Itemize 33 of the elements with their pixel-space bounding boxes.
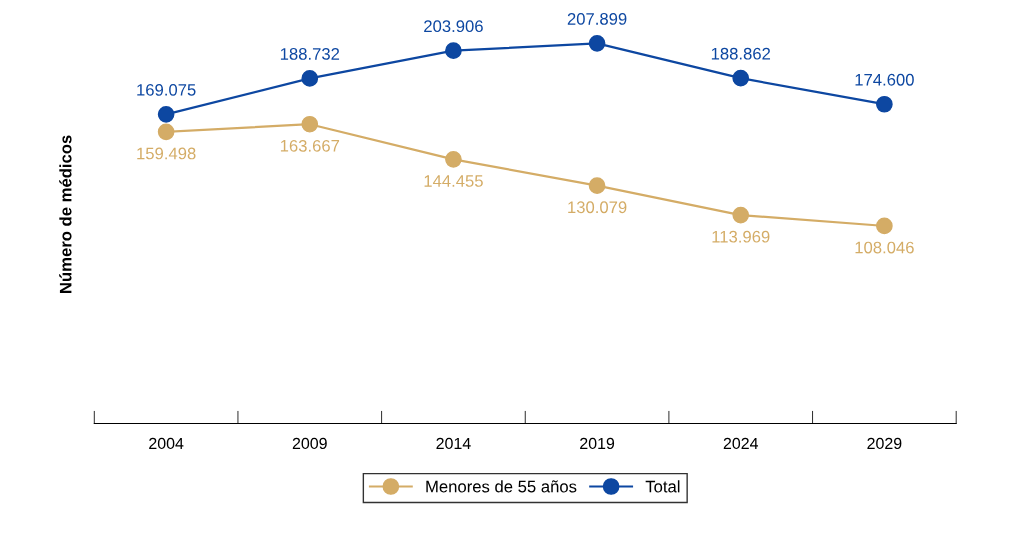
x-tick-label: 2009 bbox=[292, 437, 327, 450]
point bbox=[445, 151, 462, 168]
data-label: 130.079 bbox=[568, 201, 627, 214]
point bbox=[732, 69, 750, 87]
data-label: 188.732 bbox=[280, 48, 340, 60]
point bbox=[157, 123, 175, 141]
point bbox=[588, 177, 606, 194]
data-label: 163.667 bbox=[280, 139, 340, 152]
y-axis-title: Número de médicos bbox=[59, 135, 72, 293]
data-label: 207.899 bbox=[567, 12, 627, 25]
data-label: 159.498 bbox=[137, 147, 196, 160]
point bbox=[732, 206, 750, 224]
data-label: 113.969 bbox=[712, 230, 770, 243]
point bbox=[157, 106, 175, 123]
x-tick-label: 2014 bbox=[436, 437, 471, 450]
data-label: 174.600 bbox=[855, 73, 914, 86]
x-tick-label: 2019 bbox=[580, 437, 615, 450]
point bbox=[876, 217, 893, 235]
point bbox=[445, 42, 462, 60]
legend-label: Menores de 55 años bbox=[426, 480, 577, 493]
data-label: 169.075 bbox=[137, 83, 196, 96]
data-label: 144.455 bbox=[424, 175, 483, 187]
x-tick-label: 2029 bbox=[867, 437, 902, 450]
legend-label: Total bbox=[645, 480, 680, 493]
x-tick-label: 2004 bbox=[149, 437, 184, 450]
data-label: 203.906 bbox=[424, 20, 483, 33]
data-label: 108.046 bbox=[855, 241, 914, 254]
data-label: 188.862 bbox=[711, 47, 771, 60]
point bbox=[301, 115, 319, 133]
x-tick-label: 2024 bbox=[723, 437, 759, 450]
point bbox=[301, 70, 319, 87]
point bbox=[588, 35, 606, 52]
point bbox=[876, 95, 893, 113]
